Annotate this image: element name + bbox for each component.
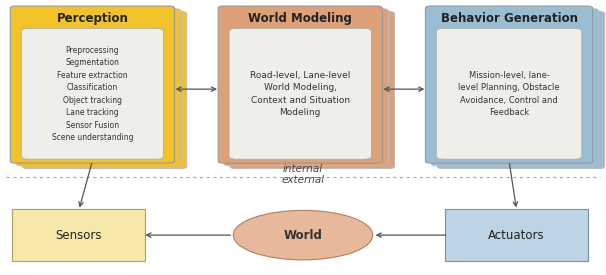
FancyBboxPatch shape xyxy=(21,28,164,159)
FancyBboxPatch shape xyxy=(229,28,371,159)
FancyBboxPatch shape xyxy=(230,12,395,169)
Text: Preprocessing
Segmentation
Feature extraction
Classification
Object tracking
Lan: Preprocessing Segmentation Feature extra… xyxy=(52,46,133,142)
FancyBboxPatch shape xyxy=(425,6,593,163)
Text: Mission-level, lane-
level Planning, Obstacle
Avoidance, Control and
Feedback: Mission-level, lane- level Planning, Obs… xyxy=(458,70,560,117)
FancyBboxPatch shape xyxy=(16,9,181,166)
Text: external: external xyxy=(281,175,325,185)
Text: Perception: Perception xyxy=(56,12,128,25)
FancyBboxPatch shape xyxy=(224,9,388,166)
FancyBboxPatch shape xyxy=(436,28,582,159)
Text: internal: internal xyxy=(283,164,323,174)
FancyBboxPatch shape xyxy=(12,209,145,261)
FancyBboxPatch shape xyxy=(218,6,382,163)
FancyBboxPatch shape xyxy=(445,209,588,261)
Text: Road-level, Lane-level
World Modeling,
Context and Situation
Modeling: Road-level, Lane-level World Modeling, C… xyxy=(250,70,350,117)
FancyBboxPatch shape xyxy=(22,12,187,169)
Text: Sensors: Sensors xyxy=(56,229,102,242)
Text: Actuators: Actuators xyxy=(488,229,545,242)
Ellipse shape xyxy=(233,210,373,260)
FancyBboxPatch shape xyxy=(431,9,599,166)
Text: World Modeling: World Modeling xyxy=(248,12,352,25)
Text: World: World xyxy=(284,229,322,242)
FancyBboxPatch shape xyxy=(10,6,175,163)
FancyBboxPatch shape xyxy=(438,12,605,169)
Text: Behavior Generation: Behavior Generation xyxy=(441,12,578,25)
